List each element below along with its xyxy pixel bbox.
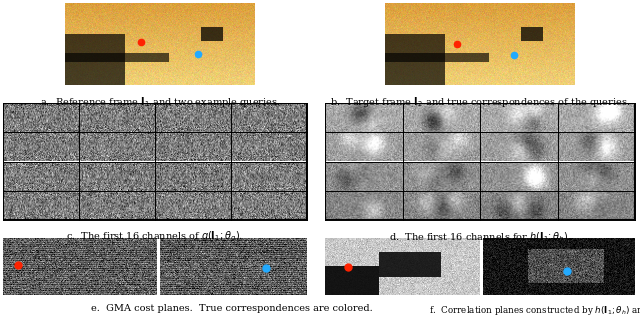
Text: f.  Correlation planes constructed by $h(\mathbf{I}_1; \theta_h)$ and $h(\mathbf: f. Correlation planes constructed by $h(… xyxy=(429,304,640,317)
Text: b.  Target frame $\mathbf{I}_2$ and true correspondences of the queries.: b. Target frame $\mathbf{I}_2$ and true … xyxy=(330,95,630,109)
Text: d.  The first 16 channels for $h(\mathbf{I}_1; \theta_h)$.: d. The first 16 channels for $h(\mathbf{… xyxy=(388,230,572,243)
Text: e.  GMA cost planes.  True correspondences are colored.: e. GMA cost planes. True correspondences… xyxy=(91,304,373,313)
Text: c.  The first 16 channels of $g(\mathbf{I}_1; \theta_g)$.: c. The first 16 channels of $g(\mathbf{I… xyxy=(67,230,244,244)
Text: a.  Reference frame $\mathbf{I}_1$ and two example queries.: a. Reference frame $\mathbf{I}_1$ and tw… xyxy=(40,95,280,109)
